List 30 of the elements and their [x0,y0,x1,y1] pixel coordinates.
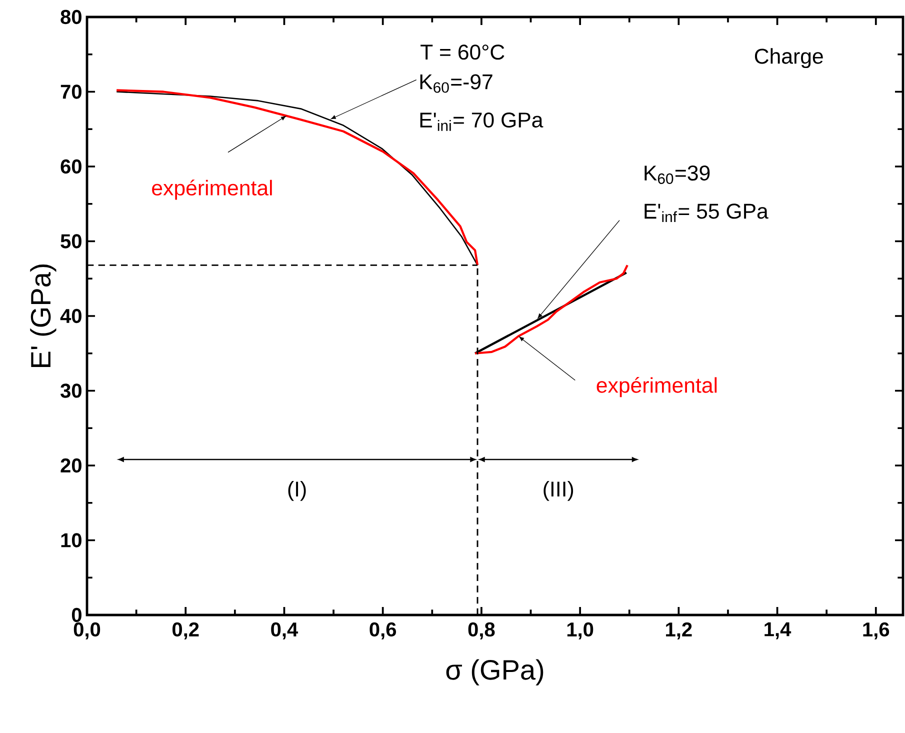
annotation: E'$_{inf}$= 55 GPa [644,204,768,222]
annotation: T = 60°C [420,44,504,60]
y-tick-label: 70 [60,84,82,99]
y-tick-label: 20 [60,458,82,473]
y-tick-label: 60 [60,159,82,174]
y-tick-label: 40 [60,308,82,324]
annotation: K$_{60}$=-97 [420,74,492,93]
annotation: K$_{60}$=39 [644,165,710,184]
annotation: Charge [754,48,823,68]
annotation: E'$_{ini}$= 70 GPa [420,112,544,131]
x-tick-label: 0,4 [271,622,298,640]
y-tick-label: 50 [60,234,82,248]
y-tick-label: 80 [60,10,82,24]
x-tick-label: 0,6 [370,622,396,640]
x-axis-title: σ (GPa) [446,659,544,686]
y-tick-label: 0 [72,608,82,622]
x-tick-label: 1,0 [567,622,594,640]
annotation: expérimental [152,180,272,200]
x-tick-label: 1,6 [863,622,890,640]
x-tick-label: 0,0 [74,622,100,640]
y-tick-label: 10 [61,533,82,548]
y-tick-label: 30 [60,384,82,398]
annotation: (III) [544,480,574,501]
annotation: expérimental [596,376,717,398]
x-tick-label: 1,2 [666,622,692,640]
x-tick-label: 0,2 [172,622,199,640]
x-tick-label: 1,4 [764,622,792,640]
annotation: (I) [288,480,306,501]
y-axis-title: E' (GPa) [30,264,56,367]
x-tick-label: 0,8 [468,622,495,640]
